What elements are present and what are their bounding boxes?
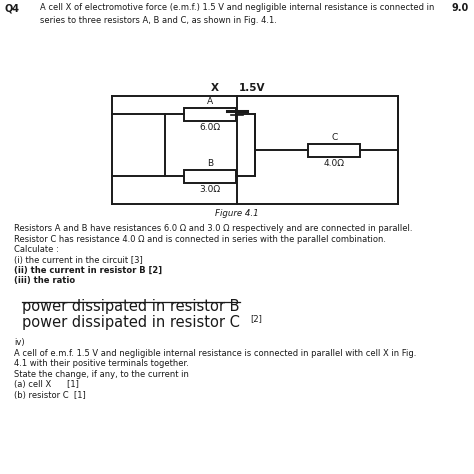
Text: C: C [331, 133, 337, 142]
Text: (i) the current in the circuit [3]: (i) the current in the circuit [3] [14, 255, 143, 264]
Text: Calculate :: Calculate : [14, 245, 59, 254]
Text: Resistors A and B have resistances 6.0 Ω and 3.0 Ω respectively and are connecte: Resistors A and B have resistances 6.0 Ω… [14, 224, 412, 233]
Text: (b) resistor C  [1]: (b) resistor C [1] [14, 391, 86, 400]
Text: 6.0Ω: 6.0Ω [200, 122, 220, 131]
Text: 9.0: 9.0 [452, 3, 469, 13]
Text: B: B [207, 158, 213, 167]
Text: 4.0Ω: 4.0Ω [324, 158, 345, 167]
Text: (iii) the ratio: (iii) the ratio [14, 276, 75, 285]
Text: (a) cell X      [1]: (a) cell X [1] [14, 381, 79, 390]
Text: power dissipated in resistor B: power dissipated in resistor B [22, 299, 239, 313]
Text: Resistor C has resistance 4.0 Ω and is connected in series with the parallel com: Resistor C has resistance 4.0 Ω and is c… [14, 235, 386, 244]
Bar [309, 144, 361, 156]
Text: (ii) the current in resistor B [2]: (ii) the current in resistor B [2] [14, 266, 162, 275]
Bar [184, 170, 236, 182]
Text: X: X [211, 83, 219, 93]
Text: 3.0Ω: 3.0Ω [200, 184, 220, 193]
Text: iv): iv) [14, 338, 25, 347]
Text: 1.5V: 1.5V [239, 83, 265, 93]
Text: A cell of e.m.f. 1.5 V and negligible internal resistance is connected in parall: A cell of e.m.f. 1.5 V and negligible in… [14, 349, 416, 358]
Bar [184, 108, 236, 120]
Text: A: A [207, 97, 213, 106]
Text: A cell X of electromotive force (e.m.f.) 1.5 V and negligible internal resistanc: A cell X of electromotive force (e.m.f.)… [40, 3, 434, 25]
Text: [2]: [2] [250, 315, 262, 323]
Text: Q4: Q4 [5, 3, 20, 13]
Text: Figure 4.1: Figure 4.1 [215, 209, 259, 218]
Text: power dissipated in resistor C: power dissipated in resistor C [22, 315, 240, 329]
Text: 4.1 with their positive terminals together.: 4.1 with their positive terminals togeth… [14, 359, 189, 368]
Text: State the change, if any, to the current in: State the change, if any, to the current… [14, 370, 189, 379]
